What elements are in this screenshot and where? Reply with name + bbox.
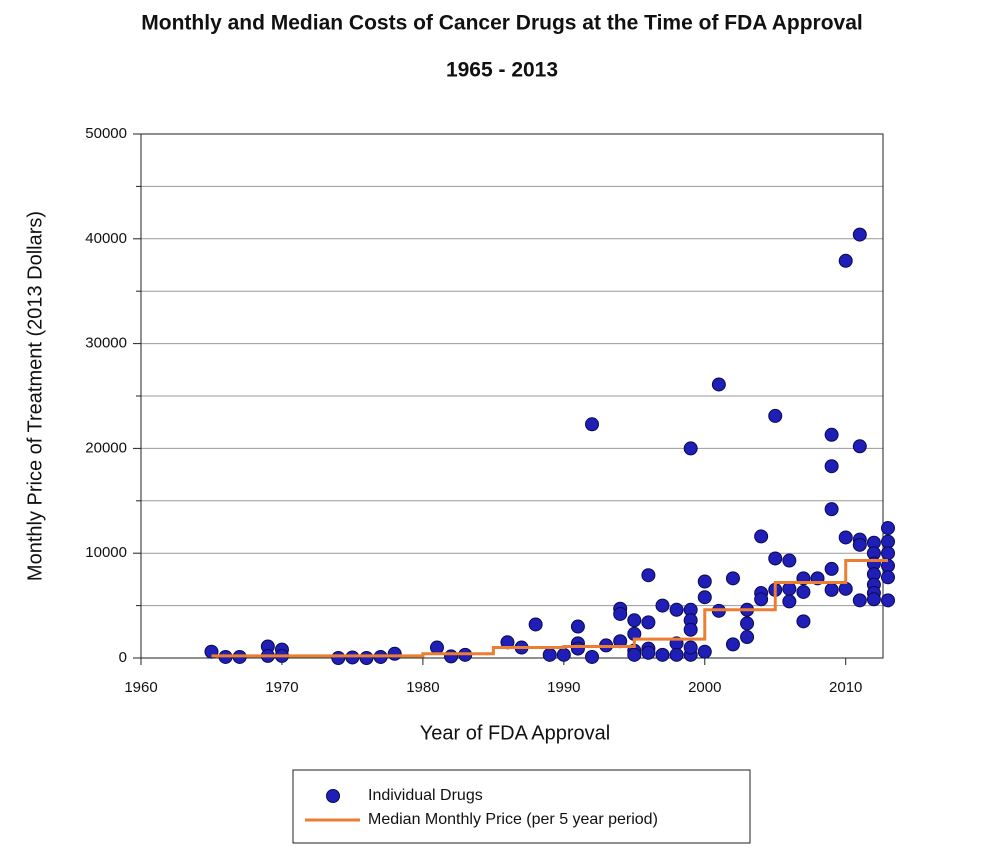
drug-point — [881, 593, 895, 608]
drug-point — [683, 640, 698, 655]
drug-point — [725, 637, 740, 652]
drug-point — [824, 582, 839, 597]
y-tick-label: 30000 — [85, 335, 127, 352]
drug-point — [838, 530, 853, 545]
drug-point — [627, 647, 642, 662]
drug-point — [697, 644, 712, 659]
legend-box — [292, 769, 751, 844]
drug-point — [570, 641, 585, 656]
drug-point — [655, 598, 670, 613]
drug-point — [697, 590, 712, 605]
drug-point — [824, 561, 839, 576]
chart-title: Monthly and Median Costs of Cancer Drugs… — [141, 12, 862, 35]
drug-point — [852, 537, 867, 552]
x-tick-label: 2000 — [688, 679, 721, 696]
drug-point — [824, 427, 839, 442]
drug-point — [740, 616, 755, 631]
drug-point — [740, 630, 755, 645]
drug-point — [585, 417, 600, 432]
drug-point — [641, 568, 656, 583]
drug-point — [697, 574, 712, 589]
drug-point — [852, 227, 867, 242]
drug-point — [627, 613, 642, 628]
drug-point — [345, 650, 360, 665]
drug-point — [570, 619, 585, 634]
drug-point — [331, 651, 346, 665]
drug-point — [838, 581, 853, 596]
drug-point — [852, 593, 867, 608]
drug-point — [824, 459, 839, 474]
drug-point — [881, 521, 895, 536]
drug-point — [613, 606, 628, 621]
x-tick-label: 1970 — [265, 679, 298, 696]
drug-point — [881, 546, 895, 561]
drug-point — [669, 602, 684, 617]
drug-point — [782, 581, 797, 596]
drug-point — [711, 377, 726, 392]
drug-point — [585, 649, 600, 664]
x-tick-label: 1990 — [547, 679, 580, 696]
drug-point — [768, 551, 783, 566]
drug-point — [641, 645, 656, 660]
drug-point — [796, 584, 811, 599]
legend-label: Median Monthly Price (per 5 year period) — [368, 811, 658, 828]
drug-point — [881, 570, 895, 585]
plot-frame — [140, 133, 884, 659]
x-axis-label: Year of FDA Approval — [420, 722, 611, 744]
y-tick-label: 0 — [119, 649, 127, 666]
x-tick-label: 2010 — [829, 679, 862, 696]
drug-point — [542, 647, 557, 662]
drug-point — [852, 439, 867, 454]
median-line — [211, 559, 888, 658]
drug-point — [429, 640, 444, 655]
drug-point — [669, 647, 684, 662]
drug-point — [683, 622, 698, 637]
drug-point — [838, 253, 853, 268]
drug-point — [782, 553, 797, 568]
drug-point — [556, 647, 571, 662]
x-tick-label: 1960 — [124, 679, 157, 696]
drug-point — [444, 649, 459, 664]
y-axis-label: Monthly Price of Treatment (2013 Dollars… — [24, 211, 46, 581]
legend-marker — [326, 789, 340, 803]
drug-point — [725, 571, 740, 586]
drug-point — [796, 614, 811, 629]
drug-point — [754, 592, 769, 607]
drug-point — [683, 441, 698, 456]
drug-point — [824, 502, 839, 517]
y-tick-label: 10000 — [85, 544, 127, 561]
drug-point — [866, 592, 881, 607]
x-tick-label: 1980 — [406, 679, 439, 696]
y-tick-label: 50000 — [85, 125, 127, 142]
drug-point — [528, 617, 543, 632]
chart-subtitle: 1965 - 2013 — [446, 59, 558, 82]
legend-label: Individual Drugs — [368, 787, 483, 804]
drug-point — [641, 615, 656, 630]
drug-point — [359, 651, 374, 665]
y-tick-label: 40000 — [85, 230, 127, 247]
y-tick-label: 20000 — [85, 439, 127, 456]
drug-point — [387, 646, 402, 661]
drug-point — [655, 647, 670, 662]
drug-point — [754, 529, 769, 544]
drug-point — [782, 594, 797, 609]
drug-point — [768, 408, 783, 423]
